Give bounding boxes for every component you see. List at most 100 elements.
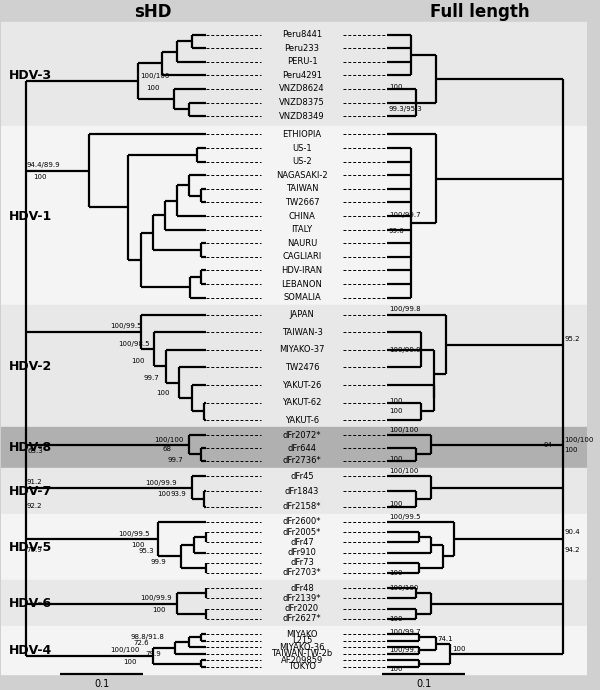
Text: 100/99.9: 100/99.9 xyxy=(140,595,172,600)
Text: 98.8/91.8: 98.8/91.8 xyxy=(130,634,164,640)
Text: 100: 100 xyxy=(152,607,166,613)
Text: ETHIOPIA: ETHIOPIA xyxy=(283,130,322,139)
Text: dFr644: dFr644 xyxy=(287,444,317,453)
Text: 100/99.7: 100/99.7 xyxy=(389,212,421,218)
Text: 100: 100 xyxy=(157,390,170,396)
Text: 100/99.5: 100/99.5 xyxy=(111,323,142,329)
Text: 100: 100 xyxy=(389,501,403,507)
Text: 79.9: 79.9 xyxy=(146,651,161,657)
Text: HDV-2: HDV-2 xyxy=(9,360,52,373)
Text: dFr2139*: dFr2139* xyxy=(283,594,321,603)
Text: 100/100: 100/100 xyxy=(111,647,140,653)
Text: 90.4: 90.4 xyxy=(565,529,580,535)
Text: 93.9: 93.9 xyxy=(170,491,186,497)
Text: 100/99.9: 100/99.9 xyxy=(145,480,176,486)
Text: 100: 100 xyxy=(158,491,171,497)
Text: 100: 100 xyxy=(124,659,137,665)
Text: 100: 100 xyxy=(131,542,145,549)
Text: 95.3: 95.3 xyxy=(138,549,154,554)
Text: 100/100: 100/100 xyxy=(140,73,169,79)
Text: 100/99.5: 100/99.5 xyxy=(119,531,150,537)
Text: VNZD8375: VNZD8375 xyxy=(279,98,325,107)
Text: TW2476: TW2476 xyxy=(285,363,319,372)
Text: dFr2600*: dFr2600* xyxy=(283,518,321,526)
Text: YAKUT-6: YAKUT-6 xyxy=(285,415,319,424)
Text: HDV-3: HDV-3 xyxy=(9,69,52,82)
Text: 0.1: 0.1 xyxy=(416,679,431,689)
Text: dFr73: dFr73 xyxy=(290,558,314,567)
Text: US-2: US-2 xyxy=(292,157,312,166)
Text: Full length: Full length xyxy=(430,3,530,21)
Text: 100: 100 xyxy=(565,447,578,453)
Text: NAGASAKI-2: NAGASAKI-2 xyxy=(276,170,328,180)
Text: 100: 100 xyxy=(389,84,403,90)
Text: 99.6: 99.6 xyxy=(389,228,404,234)
Text: 92.2: 92.2 xyxy=(27,503,42,509)
Text: 94.2: 94.2 xyxy=(565,547,580,553)
Text: 100: 100 xyxy=(389,408,403,414)
Text: dFr2020: dFr2020 xyxy=(285,604,319,613)
Text: 68: 68 xyxy=(163,446,172,453)
Text: TAIWAN: TAIWAN xyxy=(286,184,318,193)
Text: 100/99.9: 100/99.9 xyxy=(389,347,421,353)
Text: HDV-6: HDV-6 xyxy=(9,597,52,610)
Text: 94: 94 xyxy=(543,442,552,448)
Text: TOKYO: TOKYO xyxy=(288,662,316,671)
Text: L215: L215 xyxy=(292,636,312,645)
Text: YAKUT-26: YAKUT-26 xyxy=(283,380,322,390)
Text: US-1: US-1 xyxy=(292,144,312,152)
Text: HDV-IRAN: HDV-IRAN xyxy=(281,266,323,275)
Text: PERU-1: PERU-1 xyxy=(287,57,317,66)
Text: VNZD8349: VNZD8349 xyxy=(279,112,325,121)
Text: TAIWAN-3: TAIWAN-3 xyxy=(281,328,322,337)
Bar xyxy=(1,580,587,626)
Text: 100/100: 100/100 xyxy=(389,427,418,433)
Text: 100/99.7: 100/99.7 xyxy=(389,647,421,653)
Text: SOMALIA: SOMALIA xyxy=(283,293,321,302)
Text: AF209859: AF209859 xyxy=(281,656,323,664)
Text: JAPAN: JAPAN xyxy=(290,310,314,319)
Text: dFr45: dFr45 xyxy=(290,471,314,481)
Text: dFr910: dFr910 xyxy=(287,548,316,557)
Text: 100: 100 xyxy=(34,174,47,180)
Text: Peru233: Peru233 xyxy=(284,43,320,52)
Text: 99.7: 99.7 xyxy=(144,375,160,381)
Text: HDV-4: HDV-4 xyxy=(9,644,52,657)
Bar xyxy=(1,427,587,468)
Text: TW2667: TW2667 xyxy=(285,198,319,207)
Text: CHINA: CHINA xyxy=(289,212,316,221)
Text: 100/99.8: 100/99.8 xyxy=(389,306,421,312)
Bar xyxy=(1,468,587,514)
Text: 100/100: 100/100 xyxy=(565,437,594,443)
Text: 100: 100 xyxy=(389,570,403,576)
Text: 70.9: 70.9 xyxy=(27,547,43,553)
Text: dFr2072*: dFr2072* xyxy=(283,431,321,440)
Text: 100/100: 100/100 xyxy=(389,585,418,591)
Text: Peru8441: Peru8441 xyxy=(282,30,322,39)
Text: MIYAKO-37: MIYAKO-37 xyxy=(279,346,325,355)
Text: 100/100: 100/100 xyxy=(155,437,184,443)
Text: 99.9: 99.9 xyxy=(151,560,166,566)
Text: HDV-8: HDV-8 xyxy=(9,441,52,454)
Text: TAIWAN-TW-2b: TAIWAN-TW-2b xyxy=(271,649,332,658)
Text: dFr2627*: dFr2627* xyxy=(283,614,322,623)
Text: 100: 100 xyxy=(131,358,145,364)
Text: 100/99.5: 100/99.5 xyxy=(389,514,421,520)
Bar xyxy=(1,626,587,674)
Text: 100: 100 xyxy=(389,457,403,462)
Text: 100/99.7: 100/99.7 xyxy=(389,629,421,635)
Bar xyxy=(1,305,587,427)
Text: 63.3: 63.3 xyxy=(28,448,43,454)
Text: 74.1: 74.1 xyxy=(438,636,454,642)
Text: 100/100: 100/100 xyxy=(389,468,418,474)
Text: MIYAKO: MIYAKO xyxy=(286,630,318,639)
Text: 100: 100 xyxy=(146,86,160,91)
Text: 99.7: 99.7 xyxy=(167,457,183,464)
Text: YAKUT-62: YAKUT-62 xyxy=(283,398,322,407)
Text: 100: 100 xyxy=(389,615,403,622)
Text: 94.4/89.9: 94.4/89.9 xyxy=(27,162,61,168)
Text: 72.6: 72.6 xyxy=(133,640,149,646)
Text: 99.3/95.3: 99.3/95.3 xyxy=(389,106,422,112)
Text: VNZD8624: VNZD8624 xyxy=(279,84,325,93)
Text: HDV-7: HDV-7 xyxy=(9,485,52,498)
